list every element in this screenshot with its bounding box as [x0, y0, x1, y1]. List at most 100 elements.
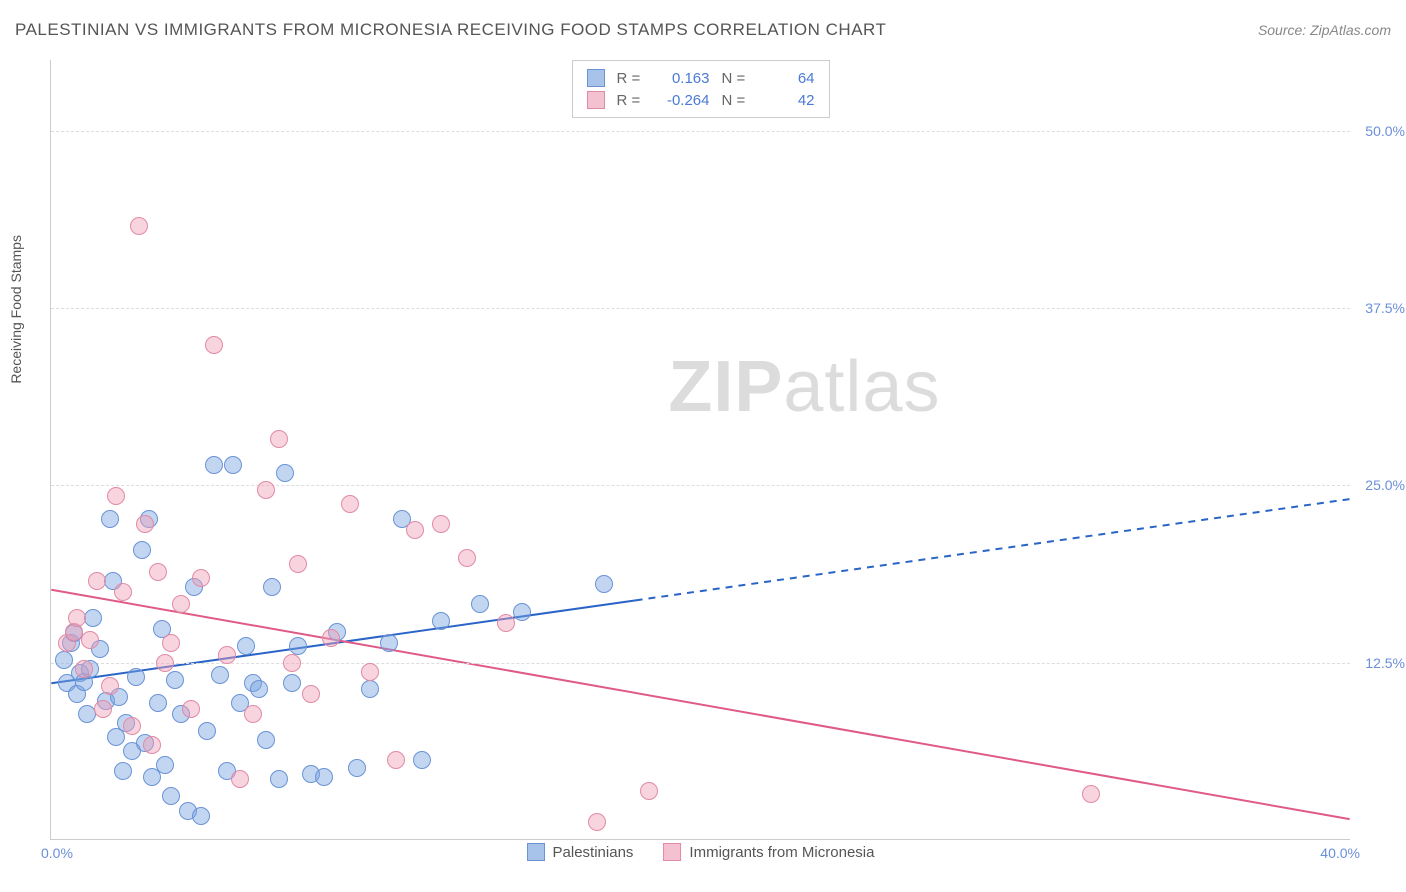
- scatter-point: [640, 782, 658, 800]
- scatter-point: [244, 705, 262, 723]
- scatter-point: [224, 456, 242, 474]
- scatter-point: [88, 572, 106, 590]
- scatter-point: [387, 751, 405, 769]
- scatter-point: [361, 663, 379, 681]
- scatter-point: [270, 430, 288, 448]
- scatter-point: [84, 609, 102, 627]
- scatter-point: [162, 634, 180, 652]
- series-legend: Palestinians Immigrants from Micronesia: [527, 843, 875, 861]
- r-value-pink: -0.264: [655, 92, 710, 109]
- scatter-point: [289, 555, 307, 573]
- scatter-point: [263, 578, 281, 596]
- scatter-point: [205, 456, 223, 474]
- scatter-point: [130, 217, 148, 235]
- scatter-point: [192, 569, 210, 587]
- chart-header: PALESTINIAN VS IMMIGRANTS FROM MICRONESI…: [15, 20, 1391, 40]
- scatter-point: [322, 629, 340, 647]
- scatter-point: [341, 495, 359, 513]
- scatter-point: [114, 762, 132, 780]
- scatter-point: [123, 717, 141, 735]
- scatter-point: [231, 770, 249, 788]
- scatter-point: [289, 637, 307, 655]
- legend-item-blue: Palestinians: [527, 843, 634, 861]
- scatter-point: [136, 515, 154, 533]
- scatter-point: [1082, 785, 1100, 803]
- scatter-point: [182, 700, 200, 718]
- scatter-point: [211, 666, 229, 684]
- scatter-point: [114, 583, 132, 601]
- gridline: [51, 663, 1350, 664]
- correlation-legend: R = 0.163 N = 64 R = -0.264 N = 42: [572, 60, 830, 118]
- scatter-point: [156, 756, 174, 774]
- x-axis-label-min: 0.0%: [41, 845, 73, 861]
- scatter-point: [380, 634, 398, 652]
- trend-line-dashed: [636, 499, 1350, 600]
- scatter-point: [75, 660, 93, 678]
- n-value-blue: 64: [760, 70, 815, 87]
- scatter-point: [149, 694, 167, 712]
- scatter-point: [166, 671, 184, 689]
- scatter-point: [218, 646, 236, 664]
- scatter-point: [588, 813, 606, 831]
- scatter-point: [149, 563, 167, 581]
- scatter-point: [198, 722, 216, 740]
- scatter-point: [270, 770, 288, 788]
- gridline: [51, 485, 1350, 486]
- scatter-point: [497, 614, 515, 632]
- scatter-point: [458, 549, 476, 567]
- scatter-point: [432, 612, 450, 630]
- scatter-point: [172, 595, 190, 613]
- pink-swatch: [663, 843, 681, 861]
- blue-swatch: [587, 69, 605, 87]
- y-axis-title: Receiving Food Stamps: [8, 235, 24, 384]
- scatter-point: [361, 680, 379, 698]
- scatter-chart: Receiving Food Stamps ZIPatlas R = 0.163…: [50, 60, 1350, 840]
- scatter-point: [257, 731, 275, 749]
- scatter-point: [432, 515, 450, 533]
- y-tick-label: 50.0%: [1355, 123, 1405, 139]
- scatter-point: [406, 521, 424, 539]
- y-tick-label: 37.5%: [1355, 300, 1405, 316]
- y-tick-label: 12.5%: [1355, 655, 1405, 671]
- corr-row-blue: R = 0.163 N = 64: [587, 67, 815, 89]
- scatter-point: [348, 759, 366, 777]
- chart-title: PALESTINIAN VS IMMIGRANTS FROM MICRONESI…: [15, 20, 886, 40]
- scatter-point: [143, 736, 161, 754]
- scatter-point: [81, 631, 99, 649]
- scatter-point: [283, 674, 301, 692]
- n-value-pink: 42: [760, 92, 815, 109]
- legend-item-pink: Immigrants from Micronesia: [663, 843, 874, 861]
- scatter-point: [101, 677, 119, 695]
- x-axis-label-max: 40.0%: [1320, 845, 1360, 861]
- scatter-point: [205, 336, 223, 354]
- scatter-point: [162, 787, 180, 805]
- scatter-point: [94, 700, 112, 718]
- scatter-point: [315, 768, 333, 786]
- scatter-point: [413, 751, 431, 769]
- scatter-point: [276, 464, 294, 482]
- scatter-point: [283, 654, 301, 672]
- scatter-point: [55, 651, 73, 669]
- pink-swatch: [587, 91, 605, 109]
- scatter-point: [471, 595, 489, 613]
- corr-row-pink: R = -0.264 N = 42: [587, 89, 815, 111]
- trend-lines-layer: [51, 60, 1350, 839]
- scatter-point: [68, 609, 86, 627]
- scatter-point: [237, 637, 255, 655]
- gridline: [51, 131, 1350, 132]
- scatter-point: [250, 680, 268, 698]
- gridline: [51, 308, 1350, 309]
- y-tick-label: 25.0%: [1355, 477, 1405, 493]
- scatter-point: [107, 487, 125, 505]
- scatter-point: [127, 668, 145, 686]
- scatter-point: [513, 603, 531, 621]
- scatter-point: [257, 481, 275, 499]
- scatter-point: [302, 685, 320, 703]
- scatter-point: [192, 807, 210, 825]
- chart-source: Source: ZipAtlas.com: [1258, 22, 1391, 38]
- scatter-point: [133, 541, 151, 559]
- scatter-point: [156, 654, 174, 672]
- r-value-blue: 0.163: [655, 70, 710, 87]
- blue-swatch: [527, 843, 545, 861]
- scatter-point: [595, 575, 613, 593]
